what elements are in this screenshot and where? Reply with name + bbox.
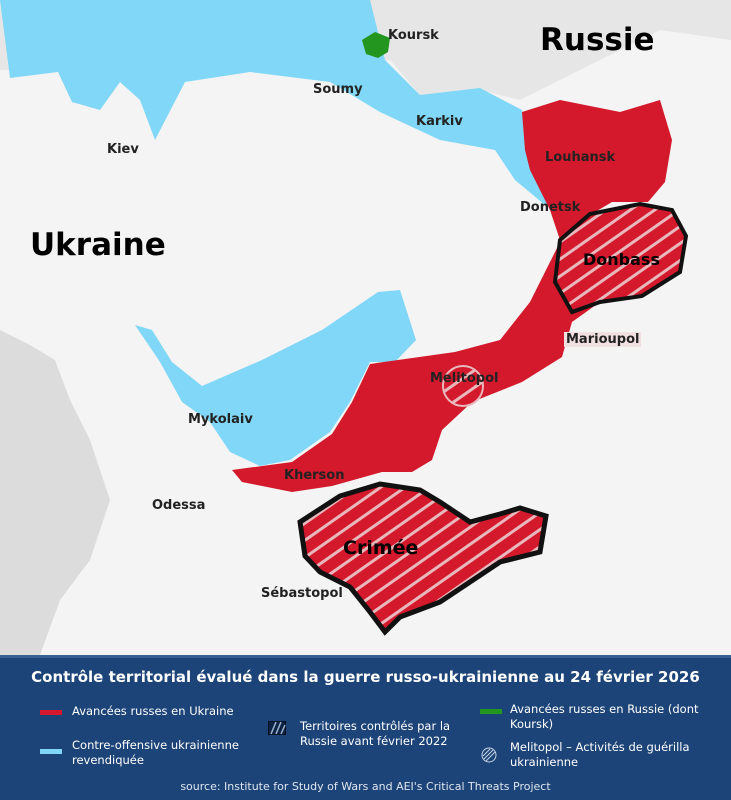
city-label: Kiev	[107, 142, 139, 157]
ukrainian-counteroffensive-south	[135, 290, 416, 466]
melitopol-guerilla-zone	[442, 365, 484, 407]
country-label-ukraine: Ukraine	[30, 227, 166, 263]
foreign-territory-west	[0, 330, 110, 655]
region-label-donbass: Donbass	[583, 250, 660, 269]
city-label: Donetsk	[520, 200, 581, 215]
country-label-russia: Russie	[540, 22, 655, 58]
legend-item: Territoires contrôlés par la Russie avan…	[300, 719, 451, 748]
legend-item: Contre-offensive ukrainienne revendiquée	[72, 738, 239, 767]
city-label: Marioupol	[564, 332, 642, 347]
city-label: Kherson	[284, 468, 345, 483]
ukrainian-counteroffensive-north	[0, 0, 555, 205]
blue-swatch-icon	[40, 749, 62, 754]
city-label: Louhansk	[545, 150, 616, 165]
legend: Contrôle territorial évalué dans la guer…	[0, 655, 731, 800]
city-label: Soumy	[313, 82, 363, 97]
source-text: source: Institute for Study of Wars and …	[180, 780, 551, 793]
red-swatch-icon	[40, 710, 62, 715]
legend-title: Contrôle territorial évalué dans la guer…	[31, 668, 700, 686]
hatch-circle-icon	[481, 747, 497, 763]
russian-advance-ukraine	[232, 100, 672, 492]
russian-advance-russia-koursk	[362, 32, 390, 58]
city-label: Melitopol	[430, 371, 499, 386]
city-label: Mykolaiv	[188, 412, 253, 427]
map	[0, 0, 731, 655]
green-swatch-icon	[480, 709, 502, 714]
city-label: Koursk	[388, 28, 439, 43]
city-label: Odessa	[152, 498, 206, 513]
region-label-crimee: Crimée	[343, 537, 419, 559]
city-label: Sébastopol	[261, 586, 343, 601]
donbass-region	[552, 201, 689, 315]
legend-item: Avancées russes en Russie (dont Koursk)	[510, 702, 699, 731]
legend-item: Melitopol – Activités de guérilla ukrain…	[510, 740, 690, 769]
city-label: Karkiv	[416, 114, 463, 129]
crimea-region	[297, 481, 549, 636]
legend-item: Avancées russes en Ukraine	[72, 704, 234, 718]
hatch-square-icon	[268, 721, 286, 735]
